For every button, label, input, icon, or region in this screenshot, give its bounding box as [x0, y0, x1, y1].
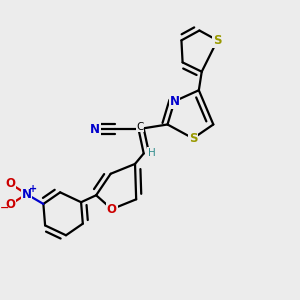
Text: C: C	[136, 122, 144, 132]
Text: S: S	[189, 132, 197, 145]
Text: +: +	[29, 184, 37, 194]
Text: S: S	[213, 34, 222, 47]
Text: O: O	[5, 198, 15, 211]
Text: O: O	[5, 177, 15, 190]
Text: H: H	[148, 148, 156, 158]
Text: N: N	[22, 188, 32, 201]
Text: O: O	[107, 203, 117, 216]
Text: N: N	[169, 95, 179, 108]
Text: N: N	[90, 123, 100, 136]
Text: −: −	[0, 202, 9, 212]
